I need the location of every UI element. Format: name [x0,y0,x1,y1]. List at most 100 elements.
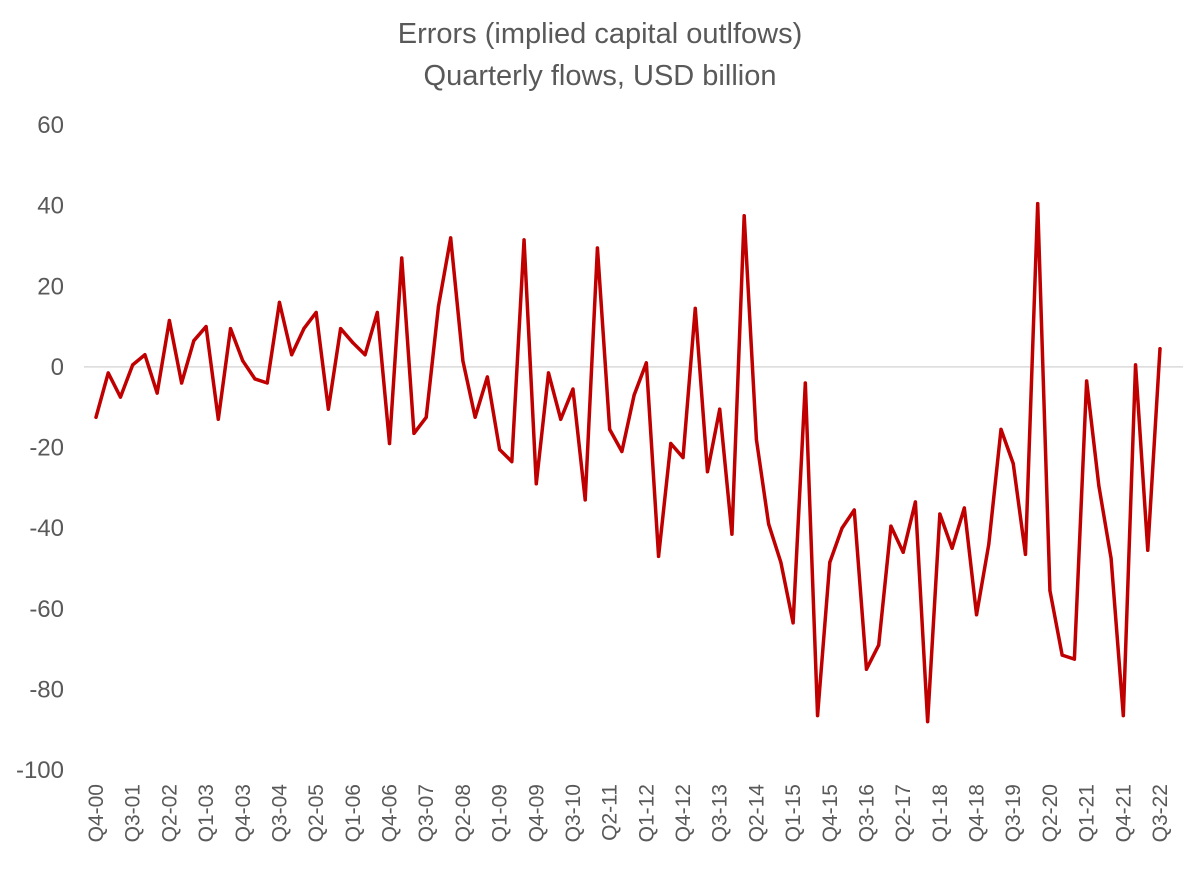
data-point [1121,713,1125,718]
data-point [1048,589,1052,593]
y-tick-label: 20 [37,273,64,300]
x-tick-label: Q4-06 [379,784,402,842]
data-point [1133,363,1138,367]
data-point [1023,552,1028,556]
data-point [705,470,710,474]
data-point [840,526,844,530]
x-tick-label: Q3-07 [415,784,438,842]
data-point [192,339,196,343]
data-point [216,417,220,421]
data-point [987,542,991,546]
y-tick-label: 60 [37,112,64,139]
y-tick-label: -60 [29,596,64,623]
data-point [669,441,673,446]
data-point [351,341,355,345]
data-point [228,326,233,331]
x-tick-label: Q3-10 [562,784,585,842]
data-point [974,613,979,617]
data-point [363,353,367,357]
data-point [118,395,123,399]
data-point [326,407,330,411]
data-point [290,353,294,357]
data-point [449,236,453,240]
series-line [94,201,1162,724]
data-point [473,415,477,419]
x-tick-label: Q4-21 [1112,784,1135,842]
chart-title: Errors (implied capital outlfows) [397,18,803,50]
data-point [204,324,208,329]
data-point [1072,657,1076,661]
x-tick-label: Q3-19 [1002,784,1025,842]
data-point [534,482,538,486]
data-point [412,431,416,435]
data-point [779,560,783,564]
data-point [877,643,881,647]
data-point [583,498,587,502]
y-tick-label: -100 [16,757,64,784]
data-point [791,621,795,625]
y-tick-label: 0 [51,354,64,381]
series-group [94,201,1162,724]
data-point [815,713,820,718]
data-point [718,407,722,411]
x-tick-label: Q3-04 [268,784,291,843]
data-point [1036,202,1040,206]
x-tick-label: Q2-02 [158,784,181,842]
data-point [338,326,343,331]
data-point [1011,462,1015,466]
y-axis: 60 40 20 0 -20 -40 -60 -80 -100 [16,112,64,784]
data-point [314,310,318,315]
data-point [485,375,489,379]
data-point [143,353,147,357]
data-point [253,377,257,381]
x-tick-label: Q4-00 [85,784,108,842]
data-point [608,427,612,431]
x-tick-label: Q1-03 [195,784,218,842]
x-tick-label: Q3-16 [855,784,878,842]
data-point [1146,548,1150,552]
data-point [938,512,942,516]
x-tick-label: Q3-13 [709,784,732,842]
data-point [302,326,306,331]
x-tick-label: Q4-15 [819,784,842,842]
data-point [913,500,918,504]
x-tick-label: Q4-18 [966,784,989,842]
y-tick-label: 40 [37,193,64,220]
data-point [595,246,600,250]
y-tick-label: -80 [29,676,64,703]
data-point [901,550,905,554]
data-point [644,361,648,365]
data-point [803,381,807,385]
data-point [828,560,832,564]
x-tick-label: Q2-20 [1039,784,1062,842]
data-point [742,214,746,218]
data-point [767,522,771,526]
data-point [241,359,245,363]
data-point [546,371,551,375]
data-point [681,455,685,460]
data-point [167,318,171,323]
data-point [1085,379,1089,383]
data-point [1158,347,1162,351]
x-tick-label: Q3-01 [122,784,145,842]
x-tick-label: Q4-03 [232,784,255,842]
data-point [497,447,502,452]
x-tick-label: Q2-05 [305,784,328,842]
data-point [632,393,636,397]
data-point [620,449,624,454]
x-tick-label: Q2-14 [745,784,768,843]
data-point [754,437,759,442]
data-point [1109,556,1113,560]
data-point [962,506,966,510]
data-point [155,391,159,395]
data-point [889,524,893,528]
data-point [571,387,575,391]
x-tick-label: Q1-15 [782,784,805,842]
data-point [926,720,930,724]
data-point [265,381,269,385]
data-point [950,546,954,550]
x-tick-label: Q4-12 [672,784,695,842]
data-point [400,256,404,260]
